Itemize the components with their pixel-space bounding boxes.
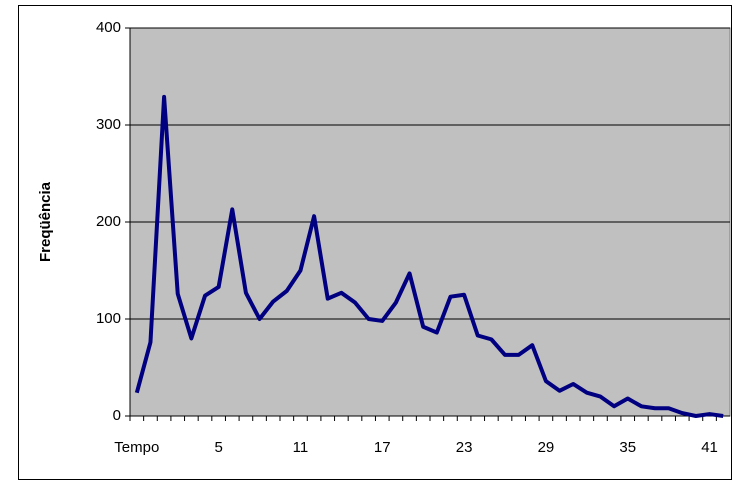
x-tick-label: 11 xyxy=(293,439,309,456)
y-tick-label: 0 xyxy=(113,407,121,424)
x-tick-label: 41 xyxy=(701,439,718,456)
x-tick-label: Tempo xyxy=(114,439,159,456)
y-tick-label: 300 xyxy=(96,116,121,133)
x-tick-label: 17 xyxy=(374,439,391,456)
y-axis-title: Freqüência xyxy=(37,181,54,262)
x-tick-label: 35 xyxy=(619,439,636,456)
y-tick-label: 200 xyxy=(96,213,121,230)
x-tick-label: 29 xyxy=(538,439,555,456)
y-tick-label: 100 xyxy=(96,310,121,327)
y-tick-label: 400 xyxy=(96,19,121,36)
x-tick-label: 23 xyxy=(456,439,473,456)
line-series xyxy=(134,94,724,418)
x-tick-label: 5 xyxy=(214,439,222,456)
